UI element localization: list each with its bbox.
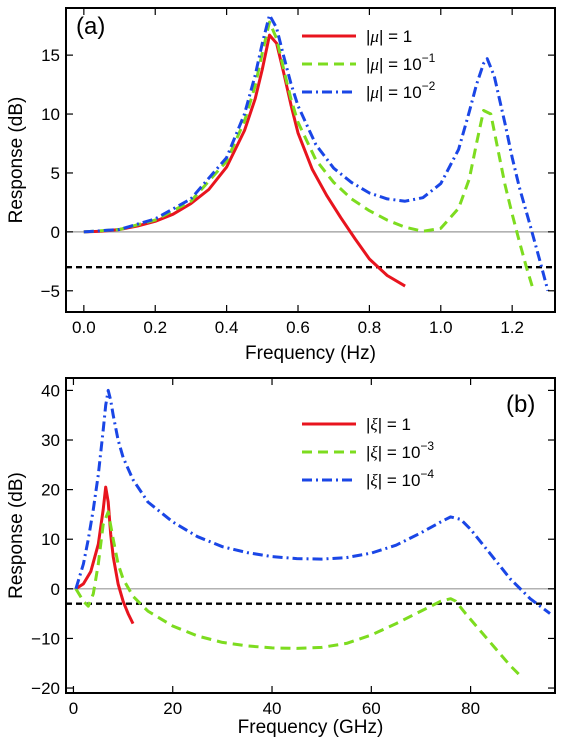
x-tick-label: 0.6 [286, 318, 310, 337]
legend-label-symbol: ξ [370, 443, 378, 462]
legend-label-symbol: μ [369, 83, 379, 102]
legend-label-exponent: −3 [420, 439, 434, 453]
y-tick-label: −20 [31, 679, 60, 698]
legend-label-pre: | [366, 443, 370, 462]
panel-label: (b) [506, 391, 535, 418]
y-tick-label: 40 [41, 381, 60, 400]
x-tick-label: 40 [263, 699, 282, 718]
y-tick-label: 10 [41, 105, 60, 124]
legend-label-pre: | [366, 27, 370, 46]
series-line-1 [74, 510, 522, 677]
y-tick-label: 5 [51, 164, 60, 183]
series-line-2 [74, 388, 551, 615]
legend-label: |ξ| = 10−3 [366, 439, 434, 462]
legend-label: |μ| = 1 [366, 27, 412, 46]
x-tick-label: 0.8 [358, 318, 382, 337]
x-tick-label: 1.2 [500, 318, 524, 337]
x-tick-label: 20 [163, 699, 182, 718]
legend-label-post: | = 1 [378, 415, 411, 434]
x-axis-title: Frequency (GHz) [238, 717, 384, 738]
series-line-0 [83, 33, 406, 288]
x-tick-label: 80 [461, 699, 480, 718]
legend-label: |ξ| = 1 [366, 415, 411, 434]
legend-label-post: | = 10 [379, 55, 422, 74]
plot-frame [65, 377, 556, 694]
legend-label: |μ| = 10−1 [366, 51, 436, 74]
legend: |ξ| = 1|ξ| = 10−3|ξ| = 10−4 [302, 415, 434, 490]
series-line-0 [75, 485, 135, 625]
x-tick-label: 60 [362, 699, 381, 718]
panel-label: (a) [76, 13, 105, 40]
y-tick-label: 20 [41, 481, 60, 500]
legend-label-exponent: −1 [422, 51, 436, 65]
legend-label-exponent: −2 [422, 79, 436, 93]
x-tick-label: 0 [69, 699, 78, 718]
legend-label-symbol: μ [369, 27, 379, 46]
legend-label-post: | = 1 [379, 27, 412, 46]
plot-frame [65, 7, 556, 313]
x-tick-label: 1.0 [429, 318, 453, 337]
x-tick-label: 0.4 [215, 318, 239, 337]
y-tick-label: −10 [31, 629, 60, 648]
panel-a: 0.0 0.2 0.4 0.6 0.8 1.0 1.2 −5 0 5 10 15 Frequency (… [6, 7, 556, 364]
legend: |μ| = 1|μ| = 10−1|μ| = 10−2 [302, 27, 436, 102]
x-tick-label: 0.0 [72, 318, 96, 337]
legend-label: |ξ| = 10−4 [366, 467, 434, 490]
y-tick-label: 30 [41, 431, 60, 450]
y-tick-label: 0 [51, 223, 60, 242]
legend-label-pre: | [366, 55, 370, 74]
y-tick-label: 15 [41, 46, 60, 65]
y-tick-label: −5 [41, 282, 60, 301]
y-tick-label: 0 [51, 580, 60, 599]
legend-label-exponent: −4 [420, 467, 434, 481]
legend-label-post: | = 10 [378, 471, 421, 490]
series-line-2 [83, 13, 550, 292]
x-axis-title: Frequency (Hz) [245, 343, 376, 364]
legend-label-symbol: ξ [370, 415, 378, 434]
x-tick-label: 0.2 [143, 318, 167, 337]
series-line-1 [83, 20, 536, 292]
legend-label-symbol: μ [369, 55, 379, 74]
legend-label-pre: | [366, 83, 370, 102]
legend-label-post: | = 10 [378, 443, 421, 462]
legend-label-pre: | [366, 471, 370, 490]
y-axis-title: Response (dB) [6, 472, 27, 599]
legend-label: |μ| = 10−2 [366, 79, 436, 102]
y-axis-title: Response (dB) [6, 97, 27, 224]
legend-label-pre: | [366, 415, 370, 434]
legend-label-post: | = 10 [379, 83, 422, 102]
y-tick-label: 10 [41, 530, 60, 549]
legend-label-symbol: ξ [370, 471, 378, 490]
